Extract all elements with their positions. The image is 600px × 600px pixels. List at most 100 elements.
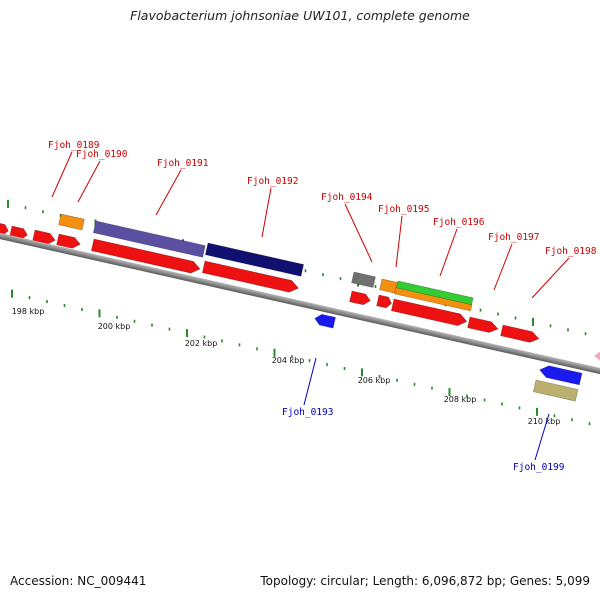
gene-arrow [467, 316, 499, 333]
ruler-tick-lower [536, 407, 538, 416]
gene-box-khaki [533, 379, 579, 402]
gene-arrow [0, 221, 9, 236]
ruler-tick-lower [361, 368, 363, 377]
ruler-tick-lower [238, 343, 241, 347]
axis-tick-label: 210 kbp [528, 417, 561, 426]
gene-box-navy [205, 242, 304, 277]
ruler-tick-upper [339, 277, 342, 281]
ruler-tick-lower [186, 329, 188, 338]
ruler-tick-lower [378, 374, 381, 378]
gene-arrow [91, 238, 201, 274]
ruler-tick-upper [304, 269, 307, 273]
gene-label: Fjoh_0190 [76, 149, 128, 160]
gene-label: Fjoh_0197 [488, 232, 539, 243]
gene-label: Fjoh_0192 [247, 176, 298, 187]
ruler-tick-lower [63, 304, 66, 308]
gene-arrow [56, 233, 81, 249]
ruler-tick-upper [514, 316, 517, 320]
gene-label: Fjoh_0189 [48, 140, 100, 151]
gene-label: Fjoh_0194 [321, 192, 373, 203]
ruler-tick-lower [81, 307, 83, 311]
ruler-tick-upper [7, 199, 9, 208]
ruler-tick-lower [483, 398, 486, 402]
ruler-tick-lower [221, 339, 223, 343]
ruler-tick-lower [28, 296, 31, 300]
leader-line [344, 203, 373, 263]
axis-tick-label: 206 kbp [358, 376, 391, 385]
axis-tick-label: 204 kbp [272, 356, 305, 365]
leader-line [531, 257, 570, 299]
gene-arrow [32, 229, 56, 245]
leader-line [51, 151, 73, 198]
genome-backbone [0, 230, 600, 378]
leader-line [534, 413, 550, 461]
ruler-tick-lower [116, 315, 118, 319]
axis-tick-label: 198 kbp [12, 307, 45, 316]
ruler-tick-lower [413, 382, 416, 386]
ruler-tick-upper [584, 332, 587, 336]
gene-label: Fjoh_0199 [513, 462, 565, 473]
leader-line [439, 228, 458, 277]
ruler-tick-lower [151, 323, 153, 327]
gene-arrow [202, 260, 299, 293]
gene-arrow-reverse [314, 313, 336, 329]
axis-tick-label: 202 kbp [185, 339, 218, 348]
ruler-tick-lower [466, 394, 468, 398]
gene-box-gray [351, 271, 376, 288]
ruler-tick-lower [11, 289, 13, 298]
gene-label: Fjoh_0195 [378, 204, 429, 215]
topology-label: Topology: circular; Length: 6,096,872 bp… [260, 574, 590, 588]
gene-arrow [9, 225, 28, 240]
ruler-tick-upper [322, 273, 324, 277]
ruler-tick-lower [518, 406, 521, 410]
leader-line [493, 243, 513, 291]
gene-arrow-partial [594, 351, 600, 361]
gene-arrow [391, 298, 468, 326]
gene-label: Fjoh_0196 [433, 217, 485, 228]
track-genes [0, 213, 600, 402]
ruler-tick-upper [42, 210, 44, 214]
map-title: Flavobacterium johnsoniae UW101, complet… [130, 8, 470, 23]
gene-label: Fjoh_0198 [545, 246, 597, 257]
gene-arrow-reverse [539, 365, 583, 386]
ruler-tick-upper [567, 328, 569, 332]
ruler-tick-lower [571, 418, 573, 422]
ruler-tick-lower [256, 347, 258, 351]
ruler-tick-lower [203, 335, 206, 339]
ruler-tick-lower [308, 359, 311, 363]
gene-box-green [396, 280, 474, 306]
ruler-tick-upper [549, 324, 552, 328]
gene-arrow [500, 324, 540, 343]
ruler-tick-lower [98, 309, 101, 318]
ruler-tick-upper [497, 312, 499, 316]
ruler-tick-lower [343, 367, 346, 371]
ruler-tick-lower [501, 402, 503, 406]
track-axis [0, 230, 600, 378]
ruler-tick-lower [168, 327, 171, 331]
axis-tick-label: 200 kbp [98, 322, 131, 331]
ruler-tick-lower [326, 363, 328, 367]
ruler-tick-lower [273, 348, 276, 357]
ruler-tick-lower [431, 386, 433, 390]
gene-box-orange [58, 213, 85, 231]
ruler-tick-lower [448, 388, 451, 397]
leader-line [77, 160, 101, 203]
ruler-tick-upper [479, 308, 482, 312]
axis-tick-label: 208 kbp [444, 395, 477, 404]
ruler-tick-lower [553, 414, 556, 418]
gene-label: Fjoh_0193 [282, 407, 333, 418]
gene-box-purple [93, 220, 206, 258]
gene-arrow [376, 294, 392, 309]
ruler-tick-lower [133, 319, 136, 323]
ruler-tick-lower [588, 422, 591, 426]
ruler-tick-upper [374, 284, 377, 288]
ruler-tick-lower [396, 378, 398, 382]
accession-label: Accession: NC_009441 [10, 574, 147, 588]
gene-label: Fjoh_0191 [157, 158, 209, 169]
leader-line [395, 215, 403, 268]
ruler-tick-lower [291, 355, 293, 359]
leader-line [155, 169, 182, 216]
leader-line [261, 187, 272, 238]
